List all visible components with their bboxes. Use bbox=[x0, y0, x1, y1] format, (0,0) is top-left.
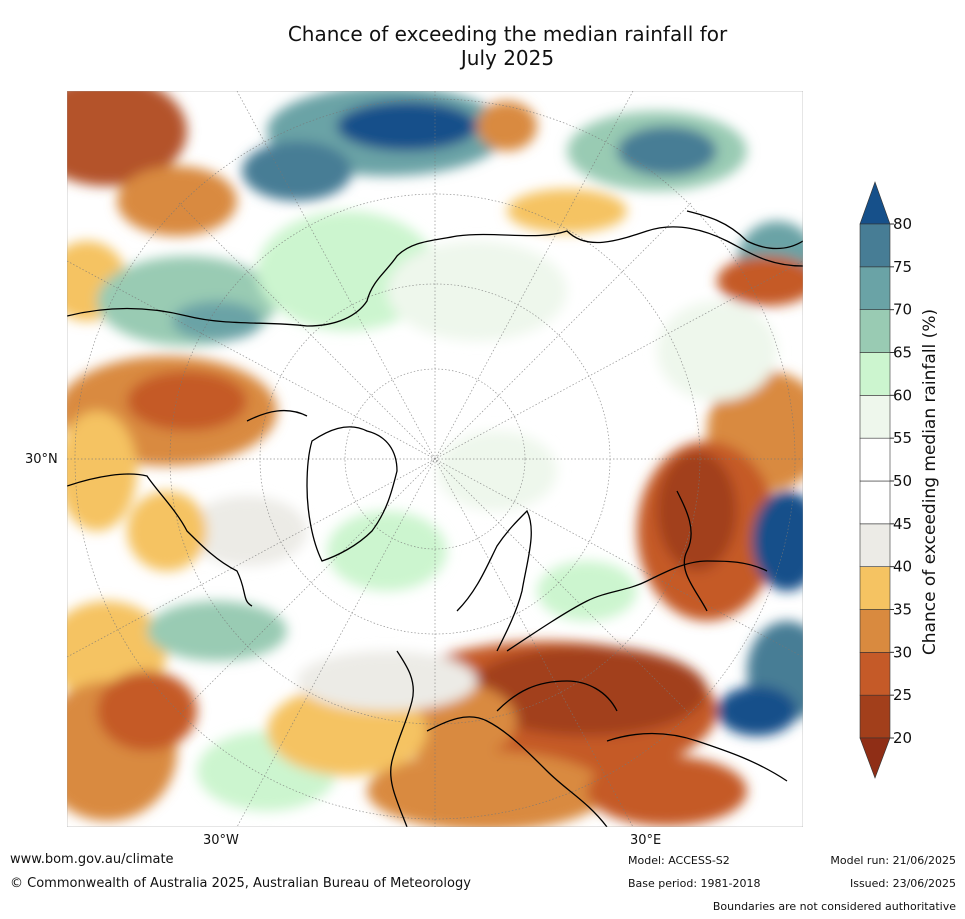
graticule bbox=[67, 91, 803, 827]
colorbar-bin bbox=[859, 609, 891, 653]
colorbar-tick-label: 40 bbox=[893, 558, 912, 576]
colorbar-bin bbox=[859, 523, 891, 567]
colorbar-tick-label: 55 bbox=[893, 429, 912, 447]
colorbar-tick-label: 20 bbox=[893, 729, 912, 747]
footer-issued: Issued: 23/06/2025 bbox=[849, 877, 956, 890]
colorbar-bin bbox=[859, 566, 891, 610]
colorbar-bin bbox=[859, 352, 891, 396]
colorbar-bin bbox=[859, 480, 891, 525]
colorbar-tick-label: 50 bbox=[893, 472, 912, 490]
colorbar: 20 25 30 35 40 45 50 55 60 65 70 75 80 bbox=[858, 180, 938, 780]
footer-copyright: © Commonwealth of Australia 2025, Austra… bbox=[10, 876, 471, 891]
colorbar-tick-label: 65 bbox=[893, 344, 912, 362]
colorbar-tick-label: 35 bbox=[893, 601, 912, 619]
footer-base-period: Base period: 1981-2018 bbox=[628, 877, 761, 890]
footer-model: Model: ACCESS-S2 bbox=[628, 854, 730, 867]
colorbar-tick-label: 70 bbox=[893, 301, 912, 319]
footer-disclaimer: Boundaries are not considered authoritat… bbox=[712, 900, 956, 913]
lon-label-30e: 30°E bbox=[630, 833, 662, 848]
rainfall-probability-field bbox=[67, 91, 803, 827]
colorbar-tick-label: 30 bbox=[893, 643, 912, 661]
lat-label-30n: 30°N bbox=[25, 452, 58, 467]
colorbar-under-triangle bbox=[859, 737, 891, 779]
colorbar-tick-label: 60 bbox=[893, 386, 912, 404]
colorbar-tick-label: 80 bbox=[893, 215, 912, 233]
colorbar-bin bbox=[859, 223, 891, 268]
colorbar-bin bbox=[859, 652, 891, 696]
colorbar-bin bbox=[859, 266, 891, 310]
lon-label-30w: 30°W bbox=[203, 833, 239, 848]
coastlines bbox=[67, 210, 803, 827]
map-canvas bbox=[67, 91, 803, 827]
forecast-map bbox=[67, 91, 803, 827]
footer-url[interactable]: www.bom.gov.au/climate bbox=[10, 852, 174, 867]
colorbar-bin bbox=[859, 694, 891, 739]
colorbar-tick-label: 25 bbox=[893, 686, 912, 704]
colorbar-bin bbox=[859, 309, 891, 353]
title-line-2: July 2025 bbox=[460, 46, 555, 70]
colorbar-label: Chance of exceeding median rainfall (%) bbox=[920, 308, 940, 656]
colorbar-tick-label: 75 bbox=[893, 258, 912, 276]
chart-title: Chance of exceeding the median rainfall … bbox=[0, 22, 965, 70]
colorbar-bin bbox=[859, 437, 891, 482]
colorbar-tick-label: 45 bbox=[893, 515, 912, 533]
colorbar-over-triangle bbox=[859, 181, 891, 225]
footer-model-run: Model run: 21/06/2025 bbox=[830, 854, 956, 867]
colorbar-bin bbox=[859, 395, 891, 439]
title-line-1: Chance of exceeding the median rainfall … bbox=[287, 22, 728, 46]
colorbar-canvas: 20 25 30 35 40 45 50 55 60 65 70 75 80 bbox=[859, 181, 912, 779]
